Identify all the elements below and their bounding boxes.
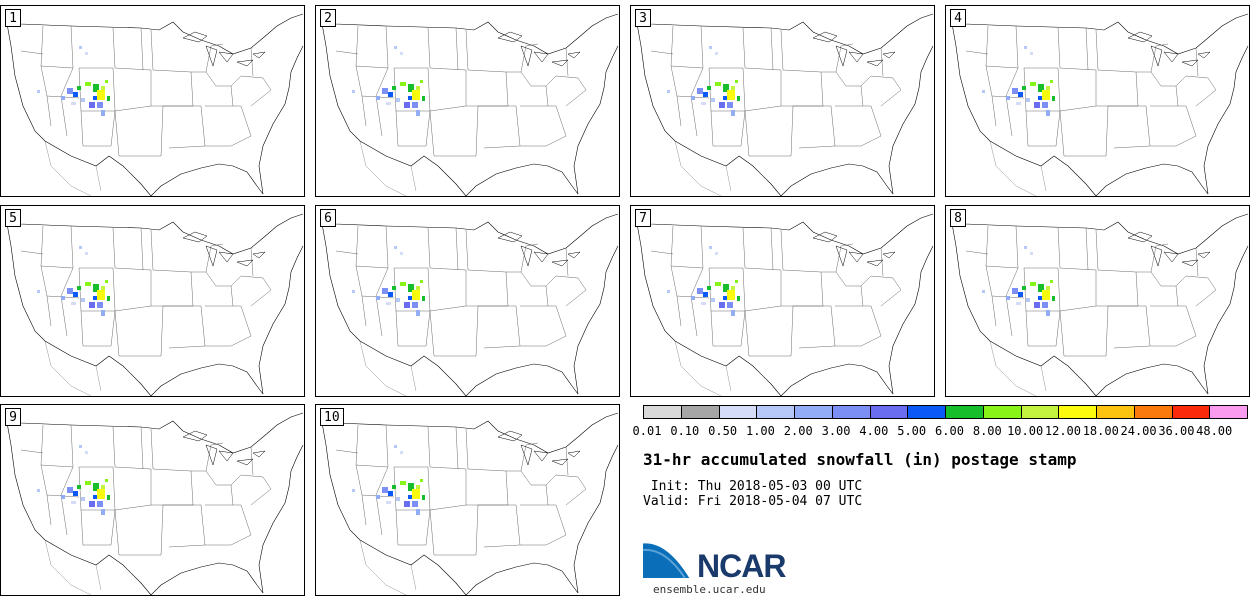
colorbar-labels: 0.01 0.10 0.50 1.00 2.00 3.00 4.00 5.00 6.00 8.00… — [630, 424, 1260, 440]
member-number-label: 8 — [950, 209, 966, 227]
member-number-label: 10 — [320, 408, 344, 426]
ensemble-member-panel[interactable]: 9 — [0, 404, 305, 596]
colorbar-tick-label: 6.00 — [935, 424, 964, 438]
product-title: 31-hr accumulated snowfall (in) postage … — [643, 450, 1077, 469]
footer-url: ensemble.ucar.edu — [653, 583, 766, 596]
ensemble-member-panel[interactable]: 6 — [315, 205, 620, 397]
colorbar-swatch — [795, 406, 833, 418]
colorbar-tick-label: 12.00 — [1044, 424, 1081, 438]
us-map — [320, 412, 619, 595]
member-number-label: 2 — [320, 9, 336, 27]
ensemble-member-panel[interactable]: 5 — [0, 205, 305, 397]
colorbar-swatch — [1097, 406, 1135, 418]
colorbar-swatch — [1021, 406, 1060, 418]
colorbar-swatch — [1210, 406, 1247, 418]
colorbar-swatch — [946, 406, 984, 418]
member-number-label: 4 — [950, 9, 966, 27]
colorbar-tick-label: 2.00 — [783, 424, 813, 438]
ensemble-member-panel[interactable]: 3 — [630, 5, 935, 197]
colorbar-swatch — [870, 406, 909, 418]
colorbar-swatch — [719, 406, 758, 418]
ensemble-member-panel[interactable]: 10 — [315, 404, 620, 596]
colorbar-tick-label: 48.00 — [1196, 424, 1233, 438]
colorbar-swatch — [1172, 406, 1211, 418]
colorbar-tick-label: 24.00 — [1120, 424, 1157, 438]
colorbar-tick-label: 1.00 — [745, 424, 775, 438]
valid-time: Valid: Fri 2018-05-04 07 UTC — [643, 494, 863, 509]
us-map — [635, 13, 934, 196]
member-number-label: 6 — [320, 209, 336, 227]
ensemble-member-panel[interactable]: 1 — [0, 5, 305, 197]
colorbar-tick-label: 0.50 — [708, 424, 738, 438]
ensemble-member-panel[interactable]: 4 — [945, 5, 1250, 197]
init-time: Init: Thu 2018-05-03 00 UTC — [643, 479, 863, 494]
colorbar-swatch — [1059, 406, 1097, 418]
colorbar-tick-label: 8.00 — [972, 424, 1002, 438]
snowfall-colorbar — [643, 405, 1248, 419]
member-number-label: 1 — [5, 9, 21, 27]
colorbar-swatch — [757, 406, 795, 418]
colorbar-swatch — [908, 406, 946, 418]
us-map — [320, 13, 619, 196]
colorbar-tick-label: 4.00 — [859, 424, 889, 438]
member-number-label: 5 — [5, 209, 21, 227]
ncar-logo-icon — [643, 540, 693, 579]
ensemble-member-panel[interactable]: 8 — [945, 205, 1250, 397]
us-map — [320, 213, 619, 396]
us-map — [5, 213, 304, 396]
colorbar-tick-label: 0.01 — [632, 424, 662, 438]
colorbar-tick-label: 3.00 — [821, 424, 851, 438]
member-number-label: 7 — [635, 209, 651, 227]
colorbar-tick-label: 5.00 — [897, 424, 927, 438]
ensemble-member-panel[interactable]: 7 — [630, 205, 935, 397]
colorbar-tick-label: 36.00 — [1158, 424, 1195, 438]
us-map — [635, 213, 934, 396]
colorbar-swatch — [832, 406, 871, 418]
colorbar-tick-label: 18.00 — [1082, 424, 1119, 438]
us-map — [5, 13, 304, 196]
colorbar-tick-label: 0.10 — [670, 424, 700, 438]
member-number-label: 9 — [5, 408, 21, 426]
colorbar-swatch — [681, 406, 720, 418]
us-map — [950, 13, 1249, 196]
colorbar-swatch — [1134, 406, 1173, 418]
colorbar-swatch — [983, 406, 1022, 418]
colorbar-tick-label: 10.00 — [1007, 424, 1044, 438]
member-number-label: 3 — [635, 9, 651, 27]
us-map — [5, 412, 304, 595]
ncar-logo-text: NCAR — [697, 548, 786, 584]
us-map — [950, 213, 1249, 396]
colorbar-swatch — [644, 406, 682, 418]
ensemble-member-panel[interactable]: 2 — [315, 5, 620, 197]
